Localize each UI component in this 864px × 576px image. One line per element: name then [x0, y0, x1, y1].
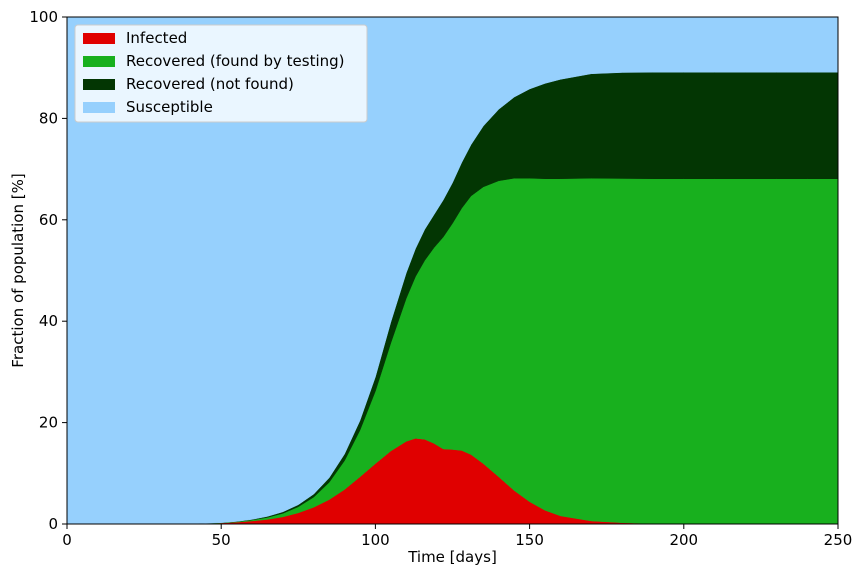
legend-label-susceptible: Susceptible [126, 98, 213, 116]
legend-label-recovered-found-by-testing: Recovered (found by testing) [126, 52, 345, 70]
y-axis-label: Fraction of population [%] [9, 173, 27, 367]
y-axis: 0 20 40 60 80 100 [29, 8, 67, 533]
x-tick-label: 100 [361, 531, 390, 549]
legend-swatch-infected [83, 33, 115, 44]
x-tick-label: 50 [212, 531, 231, 549]
y-tick-label: 0 [48, 515, 58, 533]
x-tick-label: 200 [669, 531, 698, 549]
plot-frame [66, 16, 839, 525]
y-tick-label: 80 [39, 109, 58, 127]
x-tick-label: 150 [515, 531, 544, 549]
y-tick-label: 40 [39, 312, 58, 330]
legend-swatch-recovered-not-found [83, 79, 115, 90]
x-tick-label: 250 [824, 531, 853, 549]
y-tick-label: 100 [29, 8, 58, 26]
legend: Infected Recovered (found by testing) Reco… [74, 24, 368, 123]
x-tick-label: 0 [62, 531, 72, 549]
y-tick-label: 20 [39, 414, 58, 432]
legend-swatch-recovered-found-by-testing [83, 56, 115, 67]
legend-swatch-susceptible [83, 102, 115, 113]
x-axis-label: Time [days] [407, 548, 497, 566]
y-tick-label: 60 [39, 211, 58, 229]
x-axis: 0 50 100 150 200 250 [62, 524, 852, 549]
legend-box [74, 24, 368, 123]
legend-label-recovered-not-found: Recovered (not found) [126, 75, 294, 93]
legend-label-infected: Infected [126, 29, 187, 47]
